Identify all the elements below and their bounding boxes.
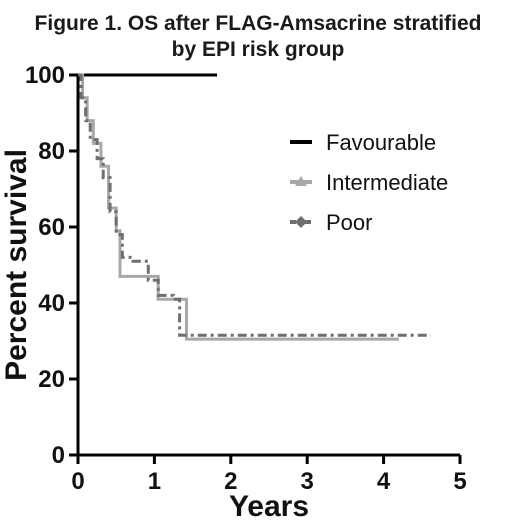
chart-title-line-1: Figure 1. OS after FLAG-Amsacrine strati… — [35, 12, 482, 35]
axis-ticks: 0 20 40 60 80 100 0 1 2 3 4 5 — [25, 62, 467, 495]
x-tick-label: 5 — [453, 468, 466, 495]
x-tick-label: 1 — [148, 468, 161, 495]
y-tick-label: 100 — [25, 62, 65, 89]
series-line-poor — [78, 73, 431, 337]
x-tick-label: 3 — [301, 468, 314, 495]
x-tick-label: 4 — [377, 468, 391, 495]
legend-marker-triangle — [295, 176, 307, 186]
y-tick-label: 40 — [38, 290, 65, 317]
legend-marker-diamond — [295, 216, 307, 228]
legend-label-intermediate: Intermediate — [326, 170, 448, 195]
legend-label-poor: Poor — [326, 210, 372, 235]
series-line-intermediate — [78, 73, 399, 341]
x-axis-label: Years — [229, 490, 309, 523]
x-tick-label: 0 — [71, 468, 84, 495]
y-tick-label: 60 — [38, 214, 65, 241]
series-layer — [78, 73, 431, 341]
y-tick-label: 20 — [38, 366, 65, 393]
x-tick-label: 2 — [224, 468, 237, 495]
legend: Favourable Intermediate Poor — [290, 130, 448, 235]
y-tick-label: 0 — [52, 442, 65, 469]
legend-label-favourable: Favourable — [326, 130, 436, 155]
chart-title-line-2: by EPI risk group — [172, 38, 345, 61]
y-tick-label: 80 — [38, 138, 65, 165]
y-axis-label: Percent survival — [0, 149, 33, 381]
